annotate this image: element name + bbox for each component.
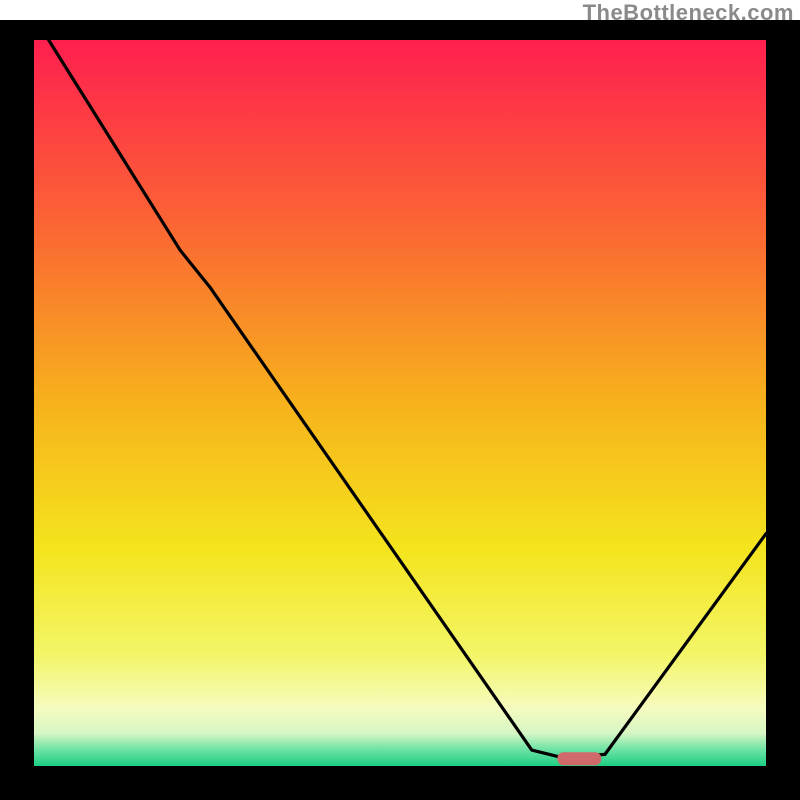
bottleneck-marker-capsule [557,752,601,765]
bottleneck-chart [0,0,800,800]
plot-gradient-background [34,40,766,766]
watermark-label: TheBottleneck.com [583,0,794,26]
figure-stage: TheBottleneck.com [0,0,800,800]
